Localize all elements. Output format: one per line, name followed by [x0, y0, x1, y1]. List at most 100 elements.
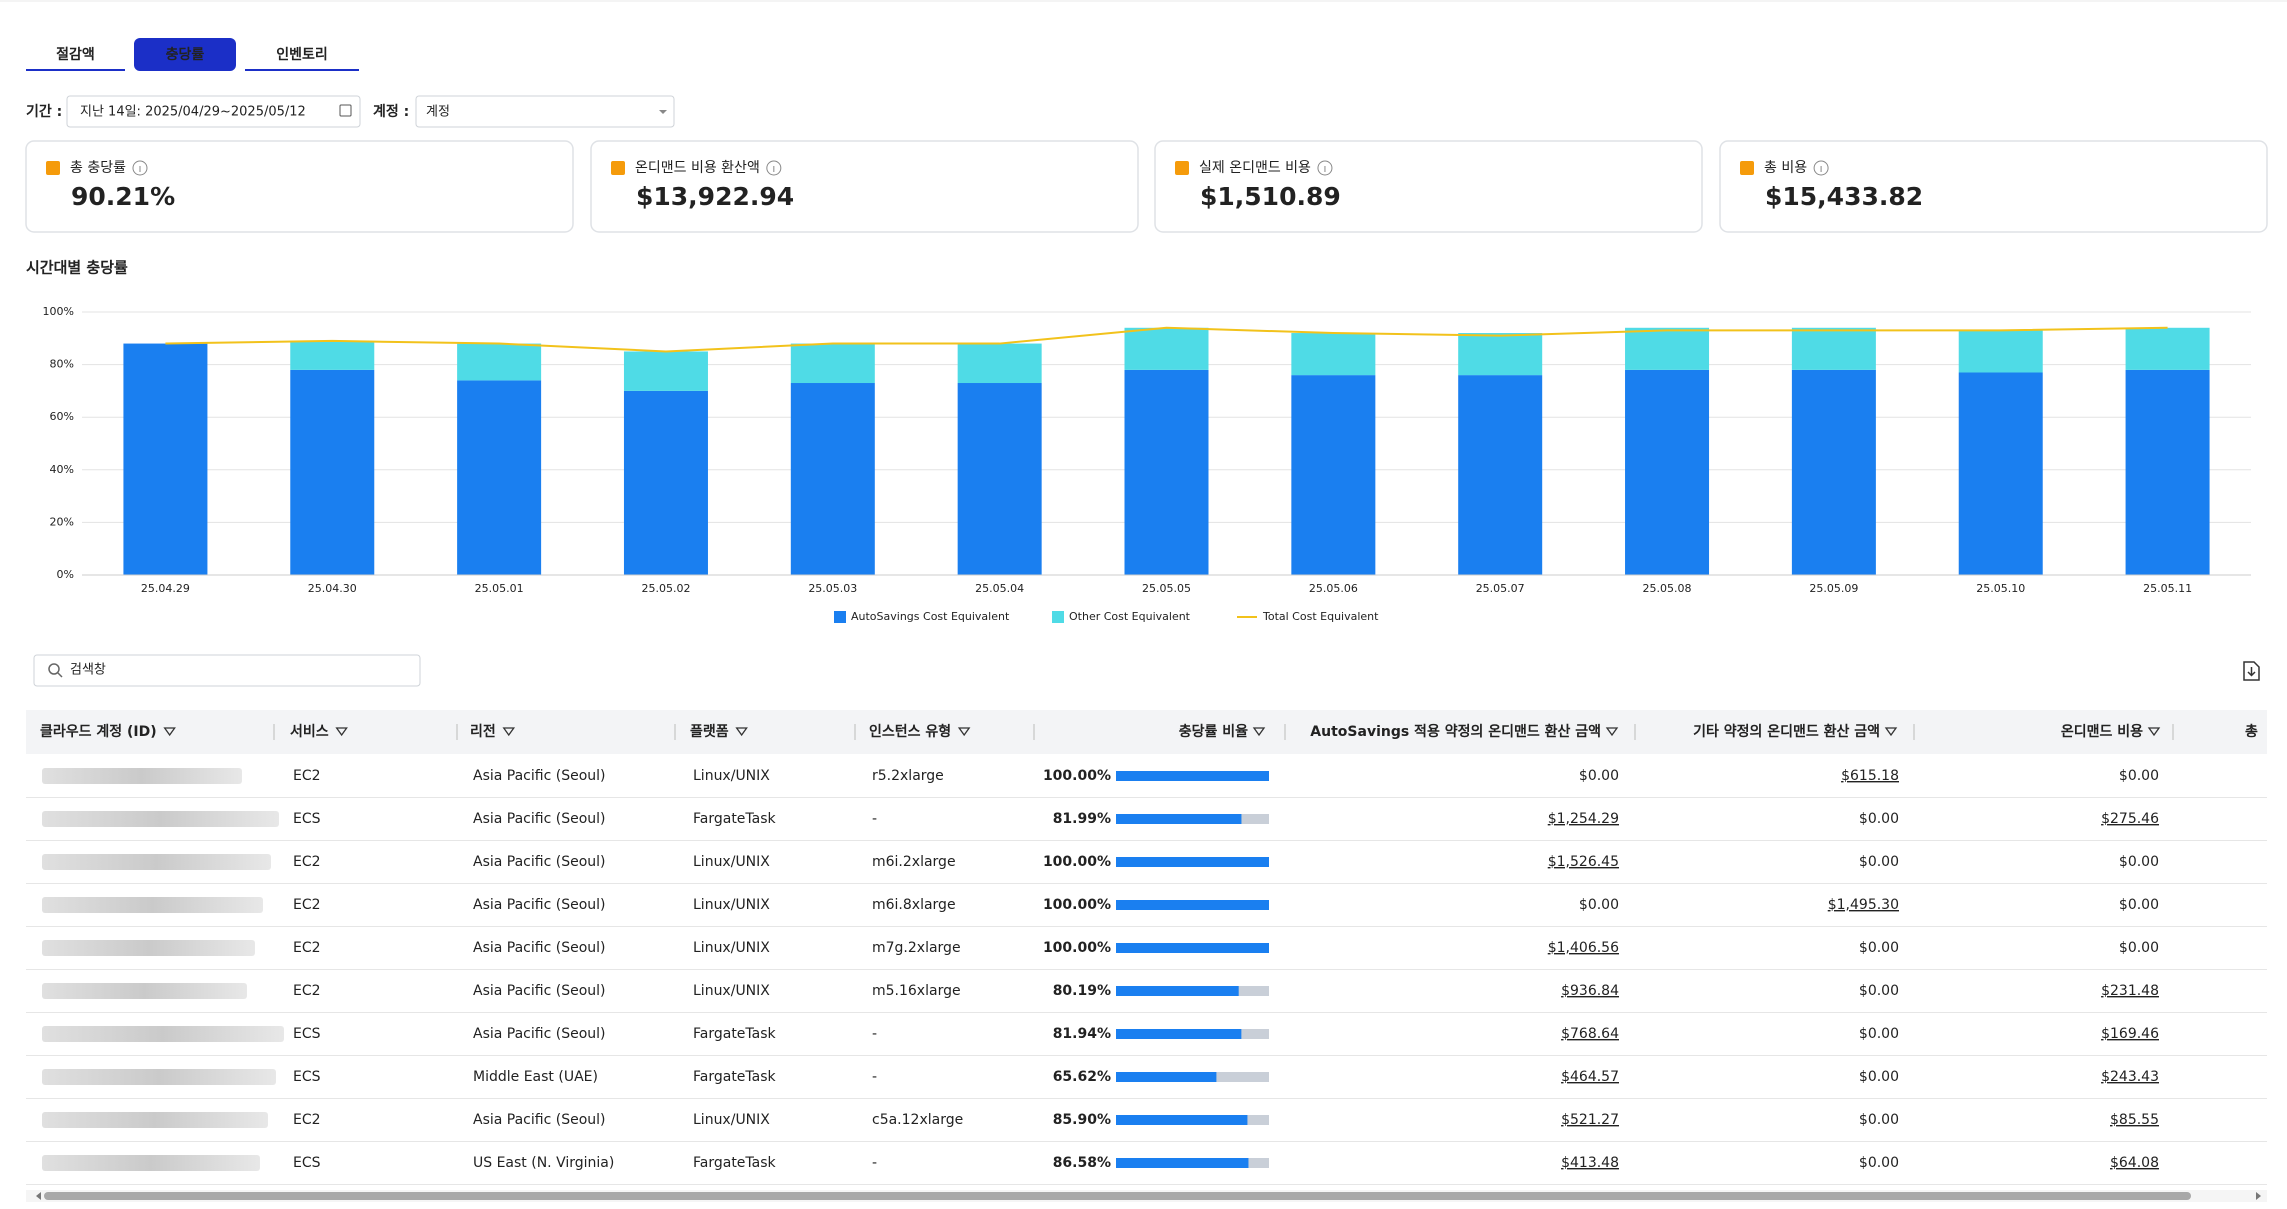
cell: Linux/UNIX	[693, 940, 770, 956]
ratio-label: 100.00%	[1043, 854, 1111, 870]
scroll-thumb[interactable]	[44, 1192, 2191, 1200]
cell: $0.00	[2119, 897, 2159, 913]
amount-link[interactable]: $85.55	[2110, 1112, 2159, 1128]
cell: $0.00	[1859, 1112, 1899, 1128]
bar-segment	[1291, 375, 1375, 575]
kpi-icon	[46, 161, 60, 175]
column-header: AutoSavings 적용 약정의 온디맨드 환산 금액	[1310, 723, 1601, 740]
download-button[interactable]	[2244, 662, 2259, 680]
kpi-label: 실제 온디맨드 비용	[1199, 160, 1311, 176]
cell: r5.2xlarge	[872, 768, 944, 784]
y-tick-label: 40%	[50, 463, 74, 476]
cell: Linux/UNIX	[693, 768, 770, 784]
cell: Middle East (UAE)	[473, 1069, 598, 1085]
amount-link[interactable]: $275.46	[2101, 811, 2159, 827]
cell: Linux/UNIX	[693, 897, 770, 913]
ratio-label: 100.00%	[1043, 897, 1111, 913]
ratio-bar	[1116, 857, 1269, 867]
cell: m6i.8xlarge	[872, 897, 956, 913]
bar-segment	[1291, 333, 1375, 375]
cell: -	[872, 1069, 877, 1085]
bar-segment	[1125, 370, 1209, 575]
legend-label: Total Cost Equivalent	[1262, 610, 1379, 623]
kpi-icon	[611, 161, 625, 175]
column-header: 리전	[470, 723, 496, 740]
tab: 인벤토리	[276, 46, 328, 63]
amount-link[interactable]: $1,254.29	[1548, 811, 1619, 827]
amount-link[interactable]: $521.27	[1561, 1112, 1619, 1128]
ratio-label: 80.19%	[1053, 983, 1111, 999]
ratio-bar	[1116, 986, 1239, 996]
period-value: 지난 14일: 2025/04/29~2025/05/12	[80, 105, 306, 120]
bar-segment	[1959, 330, 2043, 372]
amount-link[interactable]: $768.64	[1561, 1026, 1619, 1042]
cell: FargateTask	[693, 1026, 777, 1042]
amount-link[interactable]: $1,406.56	[1548, 940, 1619, 956]
cell: $0.00	[1859, 1069, 1899, 1085]
blurred-account	[42, 1155, 260, 1171]
cell: -	[872, 1155, 877, 1171]
column-header: 클라우드 계정 (ID)	[40, 723, 157, 740]
x-tick-label: 25.05.04	[975, 582, 1024, 595]
amount-link[interactable]: $464.57	[1561, 1069, 1619, 1085]
amount-link[interactable]: $1,526.45	[1548, 854, 1619, 870]
cell: ECS	[293, 1069, 321, 1085]
ratio-label: 85.90%	[1053, 1112, 1111, 1128]
cell: Asia Pacific (Seoul)	[473, 1026, 606, 1042]
cell: Asia Pacific (Seoul)	[473, 940, 606, 956]
cell: Asia Pacific (Seoul)	[473, 1112, 606, 1128]
cell: c5a.12xlarge	[872, 1112, 963, 1128]
x-tick-label: 25.04.29	[141, 582, 190, 595]
amount-link[interactable]: $936.84	[1561, 983, 1619, 999]
ratio-label: 81.94%	[1053, 1026, 1111, 1042]
bar-segment	[2126, 328, 2210, 370]
y-tick-label: 60%	[50, 410, 74, 423]
cell: m5.16xlarge	[872, 983, 961, 999]
kpi-label: 온디맨드 비용 환산액	[635, 160, 760, 176]
ratio-bar	[1116, 814, 1241, 824]
amount-link[interactable]: $231.48	[2101, 983, 2159, 999]
ratio-bar	[1116, 1115, 1247, 1125]
blurred-account	[42, 811, 279, 827]
kpi-value: $1,510.89	[1200, 182, 1341, 211]
amount-link[interactable]: $1,495.30	[1828, 897, 1899, 913]
bar-segment	[1458, 333, 1542, 375]
bar-segment	[1458, 375, 1542, 575]
amount-link[interactable]: $64.08	[2110, 1155, 2159, 1171]
kpi-icon	[1740, 161, 1754, 175]
amount-link[interactable]: $169.46	[2101, 1026, 2159, 1042]
cell: $0.00	[1859, 854, 1899, 870]
ratio-label: 65.62%	[1053, 1069, 1111, 1085]
legend-swatch	[834, 611, 846, 623]
bar-segment	[791, 344, 875, 383]
period-label: 기간 :	[26, 103, 62, 120]
bar-segment	[1792, 370, 1876, 575]
cell: $0.00	[2119, 768, 2159, 784]
y-tick-label: 0%	[57, 568, 74, 581]
column-header: 총	[2245, 724, 2258, 740]
bar-segment	[1959, 372, 2043, 575]
cell: ECS	[293, 811, 321, 827]
x-tick-label: 25.05.05	[1142, 582, 1191, 595]
cell: EC2	[293, 940, 321, 956]
column-header: 충당률 비율	[1179, 723, 1248, 740]
kpi-label: 총 충당률	[70, 160, 126, 176]
blurred-account	[42, 983, 247, 999]
account-select[interactable]	[416, 96, 674, 127]
account-label: 계정 :	[373, 103, 409, 120]
cell: ECS	[293, 1026, 321, 1042]
x-tick-label: 25.05.11	[2143, 582, 2192, 595]
blurred-account	[42, 897, 263, 913]
cell: $0.00	[1579, 768, 1619, 784]
cell: FargateTask	[693, 811, 777, 827]
amount-link[interactable]: $243.43	[2101, 1069, 2159, 1085]
ratio-bar	[1116, 1158, 1248, 1168]
bar-segment	[290, 370, 374, 575]
cell: Asia Pacific (Seoul)	[473, 854, 606, 870]
y-tick-label: 100%	[43, 305, 74, 318]
amount-link[interactable]: $413.48	[1561, 1155, 1619, 1171]
cell: FargateTask	[693, 1069, 777, 1085]
x-tick-label: 25.05.01	[475, 582, 524, 595]
amount-link[interactable]: $615.18	[1841, 768, 1899, 784]
ratio-label: 86.58%	[1053, 1155, 1111, 1171]
